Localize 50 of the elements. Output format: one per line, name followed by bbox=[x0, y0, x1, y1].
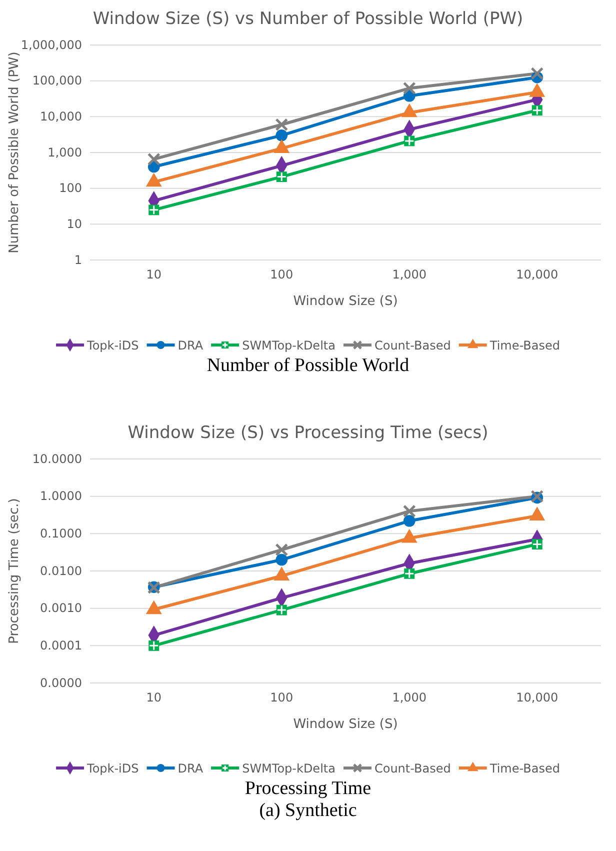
legend-label: DRA bbox=[178, 338, 204, 352]
y-tick-label: 10.0000 bbox=[32, 452, 82, 466]
legend-label: Time-Based bbox=[488, 338, 560, 352]
x-tick-label: 10 bbox=[146, 690, 162, 705]
y-tick-label: 1 bbox=[74, 252, 82, 267]
legend-label: DRA bbox=[178, 762, 204, 776]
y-tick-label: 1,000,000 bbox=[20, 38, 82, 52]
point bbox=[275, 543, 288, 556]
text: Processing Time bbox=[244, 778, 372, 799]
y-tick-label: 100,000 bbox=[32, 74, 82, 88]
x-tick-label: 10,000 bbox=[516, 690, 558, 705]
point bbox=[276, 554, 288, 566]
y-tick-label: 100 bbox=[59, 181, 82, 196]
chart-title: Window Size (S) vs Processing Time (secs) bbox=[128, 423, 488, 443]
text: (a) Synthetic bbox=[259, 800, 357, 821]
legend-label: Count-Based bbox=[374, 762, 451, 776]
x-tick-label: 10,000 bbox=[516, 268, 558, 282]
x-tick-label: 10 bbox=[146, 268, 162, 282]
legend-label: Count-Based bbox=[374, 338, 451, 352]
y-tick-label: 1,000 bbox=[48, 145, 82, 160]
y-tick-label: 0.1000 bbox=[40, 526, 82, 541]
point bbox=[275, 118, 288, 132]
y-tick-label: 0.0000 bbox=[40, 676, 82, 690]
text: Number of Possible World bbox=[206, 355, 410, 376]
x-tick-label: 1,000 bbox=[392, 268, 427, 282]
point bbox=[403, 514, 416, 527]
y-tick-label: 0.0001 bbox=[40, 638, 82, 653]
x-axis-title: Window Size (S) bbox=[293, 294, 398, 309]
legend-label: SWMTop-kDelta bbox=[242, 338, 336, 352]
x-tick-label: 1,000 bbox=[392, 690, 427, 705]
legend-label: SWMTop-kDelta bbox=[242, 762, 336, 776]
y-tick-label: 10 bbox=[66, 217, 82, 232]
point bbox=[402, 504, 416, 518]
point bbox=[147, 152, 160, 166]
y-tick-label: 0.0100 bbox=[40, 564, 82, 578]
y-tick-label: 10,000 bbox=[40, 110, 82, 124]
legend-label: Topk-iDS bbox=[86, 338, 139, 352]
legend-label: Time-Based bbox=[488, 762, 560, 776]
y-axis-title: Number of Possible World (PW) bbox=[7, 52, 22, 254]
point bbox=[402, 82, 416, 95]
y-tick-label: 1.0000 bbox=[40, 489, 82, 504]
x-tick-label: 100 bbox=[270, 268, 294, 282]
chart-title: Window Size (S) vs Number of Possible World (PW) bbox=[92, 9, 524, 29]
legend-label: Topk-iDS bbox=[86, 762, 139, 776]
y-tick-label: 0.0010 bbox=[40, 601, 82, 616]
x-tick-label: 100 bbox=[270, 690, 294, 705]
point bbox=[530, 67, 544, 80]
x-axis-title: Window Size (S) bbox=[293, 717, 398, 732]
point bbox=[276, 130, 288, 142]
y-axis-title: Processing Time (sec.) bbox=[7, 498, 22, 644]
